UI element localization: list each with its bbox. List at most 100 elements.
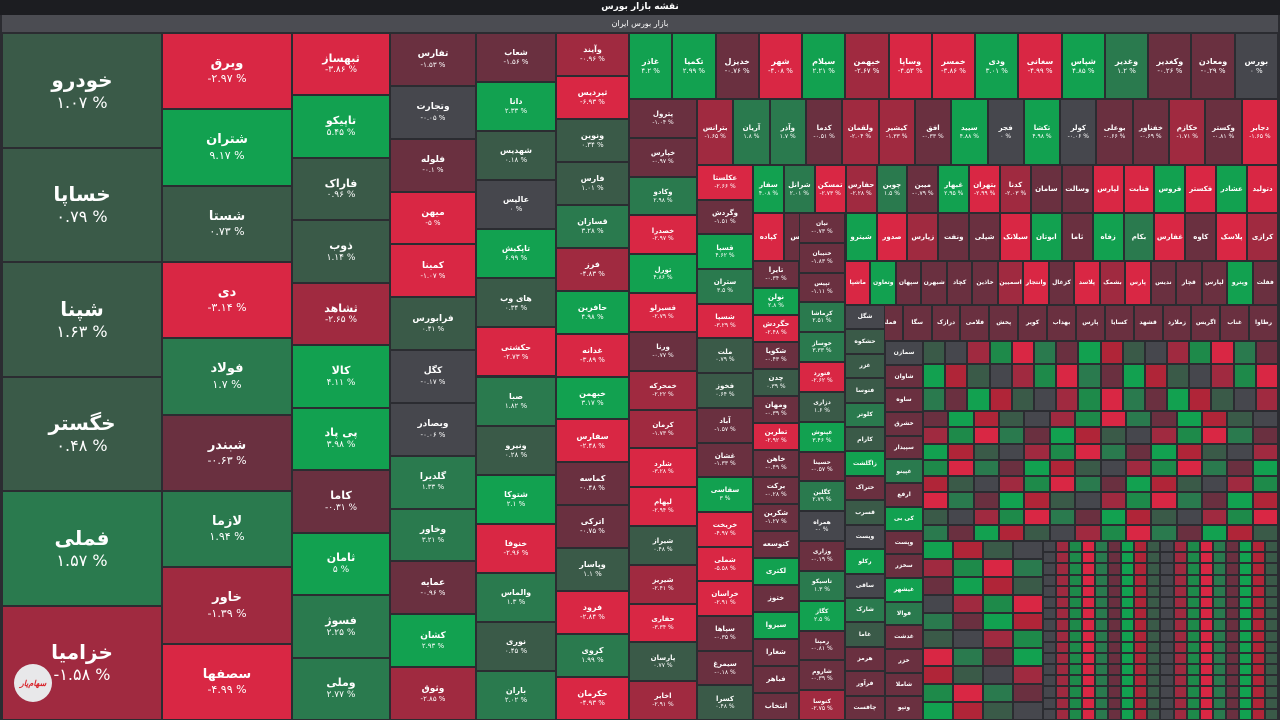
stock-cell[interactable]	[1078, 341, 1101, 365]
stock-tile[interactable]: فجر ۰ %	[987, 99, 1024, 165]
stock-cell[interactable]	[1212, 596, 1226, 609]
stock-cell[interactable]	[1147, 541, 1161, 553]
stock-tile[interactable]: وثوق -۲.۸۵ %	[390, 667, 476, 720]
stock-cell[interactable]	[1082, 697, 1096, 709]
stock-cell[interactable]	[1024, 508, 1050, 525]
stock-cell[interactable]	[1095, 652, 1109, 665]
stock-tile[interactable]: چدن ۰.۳۹ %	[753, 369, 799, 396]
stock-cell[interactable]	[983, 558, 1013, 577]
stock-cell[interactable]	[1100, 341, 1123, 365]
stock-cell[interactable]	[948, 476, 974, 493]
stock-cell[interactable]	[1082, 664, 1096, 676]
stock-cell[interactable]	[1186, 596, 1200, 609]
stock-cell[interactable]	[1264, 708, 1278, 720]
stock-cell[interactable]	[923, 684, 953, 703]
stock-tile[interactable]: سصفها -۴.۹۹ %	[162, 643, 292, 720]
stock-tile[interactable]: وآیند -۰.۹۶ %	[556, 33, 629, 76]
stock-tile[interactable]: ستران ۳.۵ %	[697, 269, 753, 304]
stock-cell[interactable]	[967, 364, 990, 388]
stock-tile[interactable]: وانتجار	[1023, 261, 1049, 305]
stock-cell[interactable]	[1024, 459, 1050, 476]
stock-tile[interactable]: بورس ۰ %	[1234, 33, 1278, 99]
stock-tile[interactable]: آریان ۱.۸ %	[733, 99, 770, 165]
stock-tile[interactable]: شبهرن	[921, 261, 947, 305]
stock-tile[interactable]: دزاری ۱.۶ %	[799, 391, 845, 422]
stock-cell[interactable]	[1108, 608, 1122, 620]
stock-cell[interactable]	[983, 630, 1013, 649]
stock-tile[interactable]: فلوله -۰.۱ %	[390, 138, 476, 192]
stock-cell[interactable]	[1056, 675, 1070, 687]
stock-cell[interactable]	[945, 364, 968, 388]
stock-tile[interactable]: خزر	[885, 648, 923, 673]
stock-cell[interactable]	[1100, 476, 1126, 493]
stock-tile[interactable]: ونوین ۰.۳۴ %	[556, 118, 629, 162]
stock-cell[interactable]	[1100, 459, 1126, 476]
stock-tile[interactable]: فملی ۱.۵۷ %	[2, 491, 162, 606]
stock-cell[interactable]	[983, 576, 1013, 595]
stock-tile[interactable]: غدانه -۳.۸۹ %	[556, 333, 629, 377]
stock-tile[interactable]: فسوژ ۲.۲۵ %	[292, 595, 390, 658]
stock-cell[interactable]	[1056, 708, 1070, 720]
stock-cell[interactable]	[1252, 443, 1278, 460]
stock-cell[interactable]	[1151, 427, 1177, 444]
stock-cell[interactable]	[923, 558, 953, 577]
stock-cell[interactable]	[1264, 596, 1278, 609]
stock-tile[interactable]: زاگلشت	[845, 451, 885, 476]
stock-cell[interactable]	[1233, 387, 1256, 411]
stock-cell[interactable]	[1211, 364, 1234, 388]
stock-cell[interactable]	[1147, 585, 1161, 597]
stock-tile[interactable]: ملت ۰.۷۹ %	[697, 338, 753, 374]
stock-cell[interactable]	[1033, 341, 1057, 365]
stock-cell[interactable]	[1211, 387, 1234, 411]
stock-cell[interactable]	[1225, 541, 1239, 553]
stock-tile[interactable]: لازما ۱.۹۴ %	[162, 491, 292, 568]
stock-cell[interactable]	[1264, 664, 1278, 676]
stock-cell[interactable]	[1201, 476, 1228, 493]
stock-tile[interactable]: تپیس -۱.۱۱ %	[799, 272, 845, 303]
stock-tile[interactable]: رمپنا -۰.۸۱ %	[799, 630, 845, 661]
stock-cell[interactable]	[1043, 641, 1057, 653]
stock-cell[interactable]	[1134, 541, 1148, 553]
stock-cell[interactable]	[1189, 387, 1212, 411]
stock-cell[interactable]	[923, 476, 949, 493]
stock-tile[interactable]: غبهار ۲.۹۵ %	[938, 165, 970, 213]
stock-tile[interactable]: وسالت	[1061, 165, 1093, 213]
stock-tile[interactable]: سپیدار	[885, 435, 923, 460]
stock-tile[interactable]: وآذر ۱.۷ %	[769, 99, 806, 165]
stock-tile[interactable]: دجابر -۱.۶۵ %	[1241, 99, 1278, 165]
stock-cell[interactable]	[1199, 630, 1213, 642]
stock-cell[interactable]	[1227, 524, 1253, 541]
stock-tile[interactable]: فلامی	[960, 305, 990, 341]
stock-cell[interactable]	[953, 541, 983, 559]
stock-cell[interactable]	[1147, 708, 1161, 720]
stock-cell[interactable]	[1069, 652, 1083, 665]
stock-tile[interactable]: ومعادن -۰.۲۹ %	[1191, 33, 1235, 99]
stock-cell[interactable]	[973, 508, 1000, 525]
stock-cell[interactable]	[1144, 364, 1168, 388]
stock-cell[interactable]	[1212, 585, 1226, 597]
stock-tile[interactable]: قچار	[1176, 261, 1202, 305]
stock-cell[interactable]	[1121, 686, 1135, 698]
stock-cell[interactable]	[1122, 364, 1145, 388]
stock-cell[interactable]	[1056, 641, 1070, 653]
stock-cell[interactable]	[1121, 563, 1135, 575]
stock-cell[interactable]	[945, 387, 968, 411]
stock-cell[interactable]	[1186, 675, 1200, 687]
stock-cell[interactable]	[1186, 608, 1200, 620]
stock-tile[interactable]: وتعاون	[870, 261, 896, 305]
stock-tile[interactable]: ورنا -۰.۷۷ %	[629, 331, 697, 371]
stock-cell[interactable]	[1186, 563, 1200, 575]
stock-tile[interactable]: فارس ۱.۰۱ %	[556, 161, 629, 205]
stock-cell[interactable]	[953, 684, 983, 703]
stock-cell[interactable]	[973, 427, 1000, 444]
stock-cell[interactable]	[1147, 563, 1161, 575]
stock-cell[interactable]	[1134, 596, 1148, 609]
stock-tile[interactable]: خاهن -۰.۴۹ %	[753, 450, 799, 477]
stock-cell[interactable]	[1049, 476, 1076, 493]
stock-tile[interactable]: بترانس -۱.۶۵ %	[697, 99, 734, 165]
stock-cell[interactable]	[1186, 630, 1200, 642]
stock-tile[interactable]: عشادر	[1216, 165, 1248, 213]
stock-cell[interactable]	[1199, 574, 1213, 586]
stock-tile[interactable]: شملی -۵.۵۸ %	[697, 546, 753, 582]
stock-cell[interactable]	[1238, 608, 1252, 620]
